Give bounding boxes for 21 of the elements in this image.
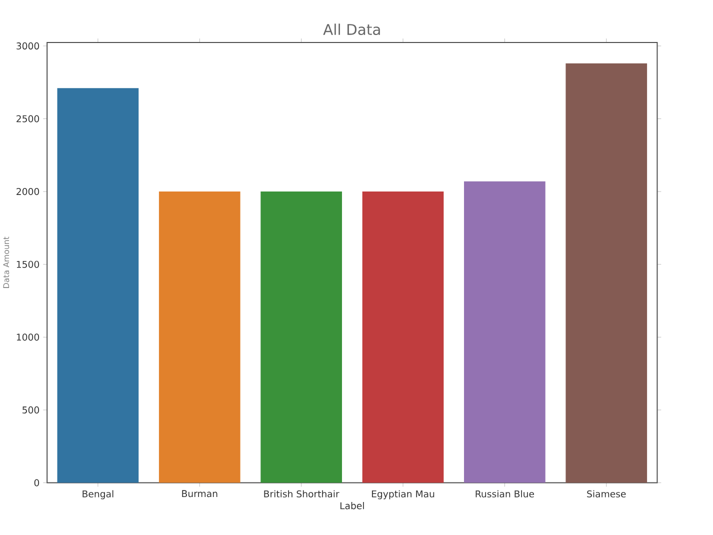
x-tick-label: British Shorthair: [264, 490, 340, 498]
y-tick-label: 1000: [16, 334, 40, 341]
bar: [57, 88, 139, 483]
x-tick-label: Egyptian Mau: [372, 490, 434, 500]
y-tick-label: 2000: [16, 188, 40, 196]
y-tick-label: 0: [34, 479, 40, 486]
x-axis-title: Label: [340, 502, 364, 510]
bar: [566, 63, 648, 483]
chart-title: All Data: [323, 24, 380, 36]
x-tick-label: Burman: [182, 490, 218, 498]
bar: [464, 181, 546, 483]
bar: [158, 192, 240, 483]
bar: [260, 192, 342, 483]
y-tick-label: 3000: [16, 42, 40, 50]
x-tick-label: Bengal: [82, 490, 114, 500]
x-tick-label: Russian Blue: [476, 490, 534, 498]
y-tick-label: 500: [22, 406, 40, 414]
bar: [362, 192, 444, 483]
y-tick-label: 2500: [16, 115, 40, 122]
y-tick-label: 1500: [16, 260, 40, 268]
x-tick-label: Siamese: [587, 490, 626, 498]
